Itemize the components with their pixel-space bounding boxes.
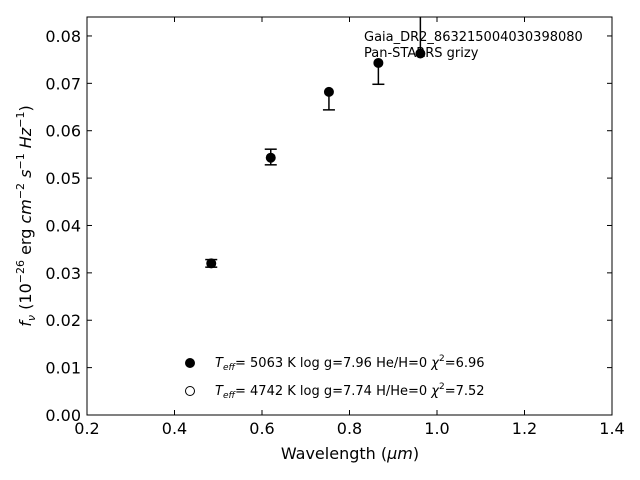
y-tick-label: 0.03 <box>45 264 81 283</box>
data-point <box>265 152 276 163</box>
x-tick-label: 1.0 <box>424 419 449 438</box>
x-tick-label: 1.2 <box>512 419 537 438</box>
y-tick-label: 0.08 <box>45 27 81 46</box>
x-tick-label: 1.4 <box>599 419 624 438</box>
y-tick-label: 0.00 <box>45 406 81 425</box>
legend-entry-2: Teff= 4742 K log g=7.74 H/He=0 χ2=7.52 <box>215 382 485 401</box>
x-tick-label: 0.2 <box>74 419 99 438</box>
y-tick-label: 0.02 <box>45 311 81 330</box>
x-tick-label: 0.8 <box>337 419 362 438</box>
legend-entry-1: Teff= 5063 K log g=7.96 He/H=0 χ2=6.96 <box>215 354 485 373</box>
y-tick-label: 0.05 <box>45 169 81 188</box>
y-tick-label: 0.04 <box>45 217 81 236</box>
x-tick-label: 0.4 <box>162 419 187 438</box>
filter-system-annotation: Pan-STARRS grizy <box>364 46 479 61</box>
data-point <box>415 48 426 59</box>
x-axis-label: Wavelength (μm) <box>281 444 419 463</box>
legend: Teff= 5063 K log g=7.96 He/H=0 χ2=6.96 T… <box>185 354 485 401</box>
object-name-annotation: Gaia_DR2_863215004030398080 <box>364 30 583 45</box>
legend-marker-filled <box>185 358 195 368</box>
y-tick-label: 0.07 <box>45 74 81 93</box>
data-point <box>373 57 384 68</box>
data-point <box>206 258 217 269</box>
data-point <box>323 86 334 97</box>
y-tick-label: 0.01 <box>45 359 81 378</box>
data-points <box>206 48 426 269</box>
y-tick-label: 0.06 <box>45 122 81 141</box>
y-axis-label: fν (10−26 erg cm−2 s−1 Hz−1) <box>14 105 38 326</box>
plot-frame <box>86 16 613 416</box>
x-tick-label: 0.6 <box>249 419 274 438</box>
legend-marker-open <box>185 386 195 396</box>
